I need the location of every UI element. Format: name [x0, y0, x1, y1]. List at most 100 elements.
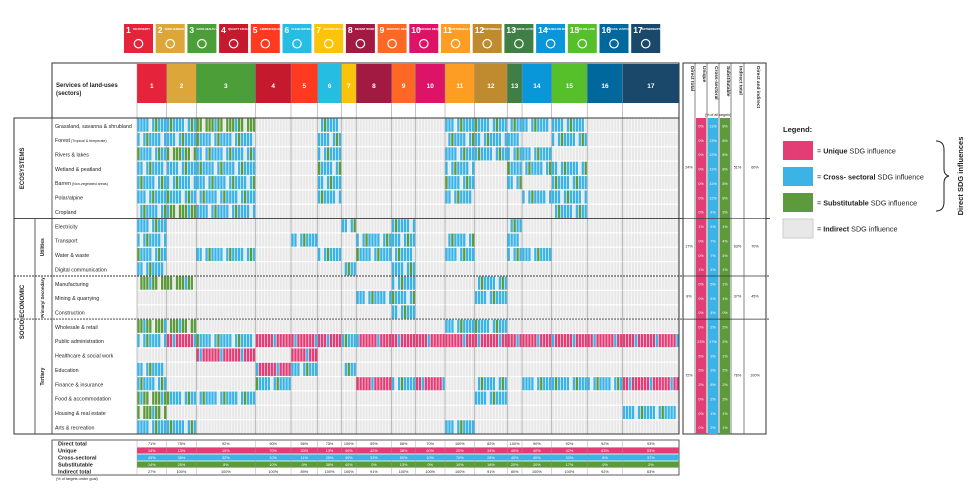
matrix-cell-indirect [605, 219, 608, 233]
matrix-cell-indirect [566, 262, 570, 276]
matrix-cell-cross-sectoral [471, 319, 475, 333]
matrix-cell-indirect [172, 290, 176, 305]
matrix-cell-cross-sectoral [445, 147, 448, 161]
matrix-cell-unique [578, 334, 581, 348]
matrix-cell-indirect [235, 233, 238, 247]
matrix-cell-cross-sectoral [498, 377, 501, 391]
unique-share: 0% [698, 196, 704, 200]
matrix-cell-indirect [617, 305, 620, 319]
matrix-cell-indirect [631, 161, 635, 175]
matrix-cell-indirect [383, 276, 386, 290]
matrix-cell-cross-sectoral [149, 147, 152, 161]
matrix-cell-cross-sectoral [466, 176, 469, 190]
matrix-cell-unique [430, 377, 433, 391]
bottom-row-value: 0% [302, 463, 308, 467]
matrix-cell-cross-sectoral [356, 247, 359, 262]
matrix-cell-cross-sectoral [492, 147, 496, 161]
matrix-cell-unique [300, 348, 303, 362]
matrix-cell-cross-sectoral [463, 233, 466, 247]
matrix-cell-indirect [196, 405, 199, 420]
matrix-cell-unique [368, 377, 371, 391]
matrix-cell-indirect [498, 405, 501, 420]
matrix-cell-cross-sectoral [202, 334, 205, 348]
matrix-cell-cross-sectoral [469, 190, 472, 204]
matrix-cell-indirect [483, 219, 487, 233]
matrix-cell-indirect [637, 319, 641, 333]
matrix-cell-indirect [394, 420, 398, 434]
matrix-cell-cross-sectoral [572, 204, 576, 218]
matrix-cell-indirect [649, 190, 653, 204]
matrix-cell-indirect [469, 219, 472, 233]
matrix-cell-indirect [593, 233, 596, 247]
matrix-cell-indirect [270, 233, 273, 247]
matrix-cell-cross-sectoral [483, 377, 487, 391]
matrix-cell-cross-sectoral [155, 219, 158, 233]
matrix-cell-cross-sectoral [451, 233, 454, 247]
matrix-cell-unique [442, 377, 445, 391]
matrix-cell-indirect [326, 420, 330, 434]
matrix-cell-indirect [442, 391, 445, 405]
matrix-cell-cross-sectoral [400, 305, 404, 319]
matrix-cell-indirect [664, 204, 667, 218]
matrix-cell-indirect [255, 348, 259, 362]
matrix-cell-indirect [323, 276, 327, 290]
matrix-cell-indirect [537, 305, 540, 319]
matrix-cell-cross-sectoral [519, 161, 522, 175]
matrix-cell-indirect [264, 348, 268, 362]
matrix-cell-cross-sectoral [205, 391, 208, 405]
matrix-cell-indirect [519, 319, 522, 333]
matrix-cell-indirect [608, 233, 611, 247]
matrix-cell-cross-sectoral [575, 176, 579, 190]
matrix-cell-indirect [504, 204, 507, 218]
matrix-cell-indirect [614, 247, 617, 262]
matrix-cell-indirect [403, 176, 407, 190]
matrix-cell-indirect [368, 147, 371, 161]
matrix-cell-cross-sectoral [232, 391, 235, 405]
matrix-cell-indirect [504, 176, 507, 190]
matrix-cell-indirect [371, 362, 374, 376]
matrix-cell-indirect [341, 348, 345, 362]
matrix-cell-cross-sectoral [513, 147, 516, 161]
matrix-cell-cross-sectoral [166, 190, 170, 204]
matrix-cell-indirect [439, 233, 442, 247]
matrix-cell-indirect [646, 362, 650, 376]
matrix-cell-cross-sectoral [169, 190, 173, 204]
matrix-cell-indirect [282, 247, 285, 262]
matrix-cell-indirect [634, 348, 638, 362]
matrix-cell-indirect [365, 305, 368, 319]
matrix-cell-indirect [273, 190, 276, 204]
matrix-cell-cross-sectoral [223, 334, 226, 348]
matrix-cell-unique [560, 334, 564, 348]
matrix-cell-indirect [439, 147, 442, 161]
matrix-cell-indirect [602, 190, 605, 204]
matrix-cell-indirect [226, 405, 229, 420]
matrix-cell-indirect [306, 420, 309, 434]
matrix-cell-indirect [477, 161, 481, 175]
matrix-cell-unique [243, 348, 247, 362]
matrix-cell-indirect [312, 276, 315, 290]
matrix-cell-unique [469, 334, 472, 348]
matrix-cell-cross-sectoral [208, 132, 211, 147]
matrix-cell-indirect [543, 132, 546, 147]
matrix-cell-indirect [172, 377, 176, 391]
matrix-cell-indirect [501, 233, 504, 247]
matrix-cell-indirect [596, 391, 599, 405]
matrix-cell-cross-sectoral [492, 118, 496, 132]
matrix-cell-cross-sectoral [392, 247, 395, 262]
matrix-cell-indirect [599, 190, 602, 204]
matrix-cell-indirect [273, 219, 276, 233]
matrix-cell-indirect [383, 176, 386, 190]
matrix-cell-indirect [611, 233, 614, 247]
matrix-cell-indirect [315, 420, 318, 434]
matrix-cell-unique [614, 334, 617, 348]
matrix-cell-unique [540, 334, 543, 348]
matrix-cell-indirect [211, 276, 214, 290]
matrix-cell-indirect [507, 377, 510, 391]
matrix-cell-indirect [406, 405, 410, 420]
matrix-cell-indirect [643, 247, 647, 262]
matrix-cell-indirect [315, 377, 318, 391]
matrix-cell-cross-sectoral [196, 161, 199, 175]
matrix-cell-indirect [332, 262, 336, 276]
sdg-pictogram-icon [323, 38, 334, 49]
